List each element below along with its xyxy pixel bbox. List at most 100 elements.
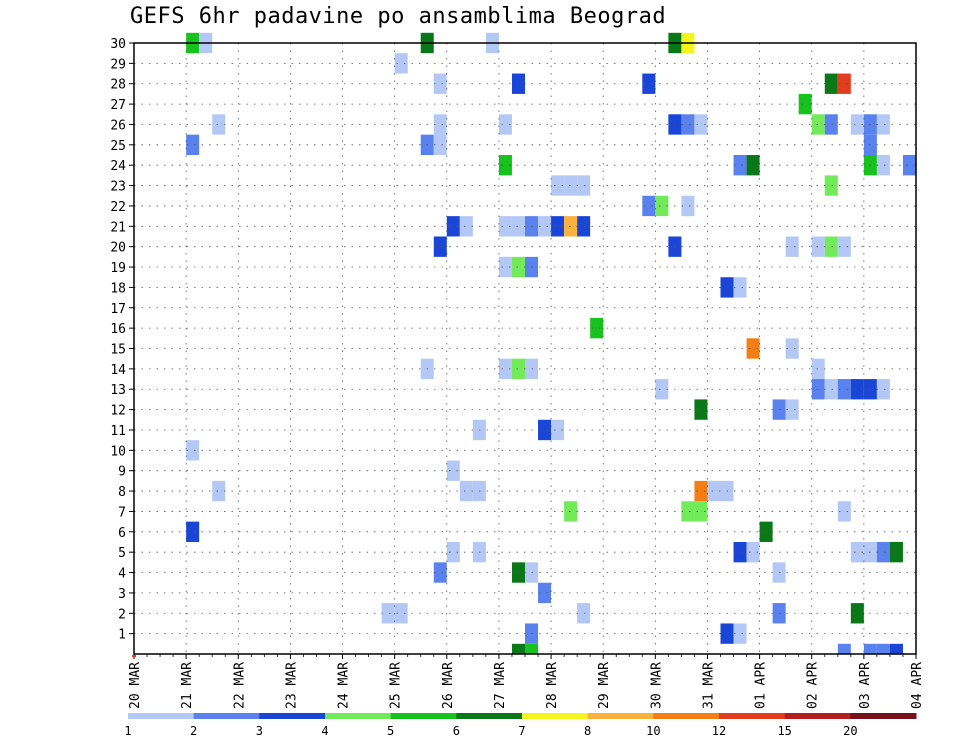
heatmap-cell xyxy=(498,155,512,176)
y-axis: 1234567891011121314151617181920212223242… xyxy=(110,37,134,643)
heatmap-cell xyxy=(551,419,565,441)
colorbar-label: 1 xyxy=(124,724,131,738)
colorbar-segment xyxy=(784,713,851,719)
y-tick-label: 6 xyxy=(118,526,126,541)
heatmap-cell xyxy=(850,114,864,135)
y-tick-label: 23 xyxy=(110,180,126,195)
heatmap-cell xyxy=(850,379,864,400)
heatmap-cell xyxy=(746,155,760,176)
heatmap-cell xyxy=(733,277,747,298)
heatmap-cell xyxy=(511,73,525,94)
heatmap-cell xyxy=(511,256,525,278)
y-tick-label: 11 xyxy=(110,424,126,439)
heatmap-cell xyxy=(498,256,512,278)
heatmap-cell xyxy=(876,541,890,563)
heatmap-cell xyxy=(186,134,200,156)
heatmap-cell xyxy=(538,216,552,237)
heatmap-cell xyxy=(577,603,591,624)
heatmap-cell xyxy=(433,73,447,94)
colorbar-segment xyxy=(128,713,195,719)
y-tick-label: 9 xyxy=(118,465,126,480)
heatmap-cell xyxy=(889,541,903,563)
colorbar-segment xyxy=(653,713,720,719)
heatmap-cell xyxy=(498,216,512,237)
heatmap-cell xyxy=(889,643,903,654)
heatmap-cell xyxy=(837,379,851,400)
heatmap-cell xyxy=(433,562,447,583)
heatmap-cell xyxy=(590,317,604,339)
heatmap-cell xyxy=(446,541,460,563)
x-tick-label: 29 MAR xyxy=(597,662,612,709)
chart-title: GEFS 6hr padavine po ansamblima Beograd xyxy=(130,4,667,29)
y-tick-label: 12 xyxy=(110,404,126,419)
heatmap-cell xyxy=(433,236,447,257)
heatmap-cell xyxy=(186,440,200,461)
heatmap-cell xyxy=(551,216,565,237)
y-tick-label: 27 xyxy=(110,98,126,113)
colorbar-label: 20 xyxy=(843,724,857,738)
y-tick-label: 3 xyxy=(118,587,126,602)
heatmap-cell xyxy=(785,236,799,257)
heatmap-cell xyxy=(824,73,838,94)
y-tick-label: 29 xyxy=(110,57,126,72)
heatmap-cell xyxy=(511,358,525,380)
heatmap-cell xyxy=(733,541,747,563)
heatmap-cell xyxy=(798,93,812,115)
heatmap-cell xyxy=(811,358,825,380)
colorbar-segment xyxy=(390,713,457,719)
heatmap-cell xyxy=(577,175,591,196)
heatmap-cell xyxy=(876,643,890,654)
y-tick-label: 22 xyxy=(110,200,126,215)
heatmap-cell xyxy=(694,114,708,135)
heatmap-cell xyxy=(642,195,656,217)
y-tick-label: 14 xyxy=(110,363,126,378)
heatmap-cell xyxy=(785,399,799,420)
x-tick-label: 24 MAR xyxy=(337,662,352,709)
colorbar-label: 7 xyxy=(518,724,525,738)
y-tick-label: 19 xyxy=(110,261,126,276)
x-tick-label: 03 APR xyxy=(858,662,873,709)
heatmap-cell xyxy=(511,643,525,654)
heatmap-cell xyxy=(707,480,721,502)
heatmap-cell xyxy=(498,114,512,135)
heatmap-cell xyxy=(433,134,447,156)
heatmap-cell xyxy=(186,521,200,542)
heatmap-cell xyxy=(459,480,473,502)
colorbar-label: 4 xyxy=(321,724,328,738)
heatmap-cell xyxy=(394,53,408,74)
x-tick-label: 04 APR xyxy=(910,662,925,709)
heatmap-cell xyxy=(785,338,799,359)
x-tick-label: 30 MAR xyxy=(649,662,664,709)
heatmap-cell xyxy=(837,73,851,94)
heatmap-cell xyxy=(212,480,226,502)
heatmap-cell xyxy=(837,236,851,257)
heatmap-cell xyxy=(811,236,825,257)
heatmap-cell xyxy=(811,114,825,135)
colorbar-segment xyxy=(719,713,786,719)
heatmap-cell xyxy=(564,501,578,522)
x-tick-label: 31 MAR xyxy=(701,662,716,709)
y-tick-label: 30 xyxy=(110,37,126,52)
cells-layer xyxy=(186,32,916,654)
y-tick-label: 20 xyxy=(110,241,126,256)
heatmap-cell xyxy=(564,175,578,196)
colorbar-segment xyxy=(850,713,917,719)
heatmap-cell xyxy=(446,460,460,481)
heatmap-cell xyxy=(681,114,695,135)
y-tick-label: 25 xyxy=(110,139,126,154)
x-tick-label: 27 MAR xyxy=(493,662,508,709)
colorbar-segment xyxy=(193,713,260,719)
heatmap-cell xyxy=(746,541,760,563)
x-axis: 20 MAR 21 MAR 22 MAR 23 MAR 24 MAR 25 MAR 26 M… xyxy=(128,654,925,709)
x-tick-label: 22 MAR xyxy=(232,662,247,709)
heatmap-cell xyxy=(511,216,525,237)
colorbar-label: 3 xyxy=(256,724,263,738)
heatmap-cell xyxy=(746,338,760,359)
heatmap-cell xyxy=(824,236,838,257)
heatmap-cell xyxy=(694,501,708,522)
x-tick-label: 25 MAR xyxy=(389,662,404,709)
x-tick-label: 01 APR xyxy=(754,662,769,709)
colorbar-label: 6 xyxy=(453,724,460,738)
heatmap-cell xyxy=(681,501,695,522)
heatmap-cell xyxy=(538,582,552,604)
